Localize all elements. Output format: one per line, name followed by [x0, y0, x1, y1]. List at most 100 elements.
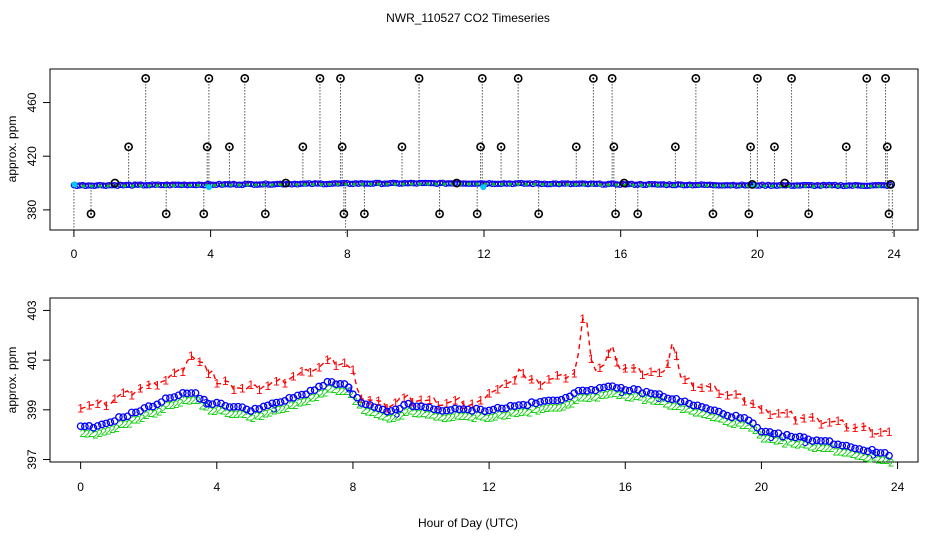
series-3-marker [859, 446, 868, 455]
spike-marker [611, 209, 620, 219]
series-3-marker [834, 440, 842, 449]
series-3-marker [553, 396, 562, 405]
series-3-marker [387, 407, 396, 415]
series-2-marker: 2 [548, 402, 554, 414]
spike-marker [571, 142, 581, 152]
series-3-marker [855, 445, 864, 453]
spike-marker-dot [751, 183, 754, 186]
series-3-marker [604, 382, 613, 391]
series-3-marker [383, 407, 391, 416]
spike-marker [770, 142, 779, 152]
spike-marker [884, 209, 894, 219]
series-2-marker: 2 [850, 449, 856, 461]
top-point-blue [605, 180, 612, 188]
top-point-green [672, 183, 676, 188]
top-x-tick-label: 8 [344, 247, 351, 261]
series-3-marker [166, 394, 174, 402]
top-point-blue [146, 181, 153, 189]
series-2-marker: 2 [114, 423, 120, 435]
series-1-marker: 1 [77, 402, 84, 416]
series-1-marker: 1 [205, 367, 212, 381]
top-point-blue [88, 182, 95, 189]
series-2-marker: 2 [773, 436, 779, 448]
spike-marker [588, 73, 598, 83]
top-point-blue [802, 181, 810, 189]
top-point-green [401, 182, 405, 186]
series-2-marker: 2 [650, 395, 656, 407]
series-3-marker [621, 386, 630, 394]
series-1-line [80, 317, 890, 435]
series-3-marker [89, 423, 98, 432]
series-2-marker: 2 [662, 399, 668, 411]
series-3-marker [680, 397, 689, 406]
series-3-marker [851, 444, 859, 453]
series-2-marker: 2 [382, 411, 388, 423]
series-2-marker: 2 [190, 395, 196, 407]
series-1-marker: 1 [333, 359, 340, 373]
top-point-green [656, 183, 660, 187]
spike-marker-dot [144, 77, 147, 80]
series-3-marker [612, 384, 621, 392]
series-3-marker [272, 398, 281, 407]
series-2-marker: 2 [390, 413, 396, 425]
series-2-marker: 2 [641, 395, 647, 407]
series-3-marker [357, 399, 366, 407]
series-3-marker [766, 428, 774, 436]
spike-marker-dot [476, 212, 479, 215]
series-3-marker [702, 404, 710, 412]
series-3-marker [625, 386, 634, 395]
series-3-marker [519, 400, 527, 409]
series-2-marker: 2 [80, 428, 86, 440]
spike-marker [496, 142, 506, 152]
series-2-marker: 2 [271, 405, 277, 417]
series-2-marker: 2 [177, 397, 183, 409]
series-2-marker: 2 [258, 411, 264, 423]
top-point-blue [579, 180, 586, 187]
top-y-tick-label: 420 [25, 146, 39, 166]
series-1-marker: 1 [443, 396, 450, 410]
spike-marker-dot [243, 77, 246, 80]
spike-marker-dot [845, 145, 848, 148]
series-3-marker [127, 408, 136, 417]
top-point-blue [581, 180, 589, 187]
top-point-green [213, 183, 217, 187]
series-1-marker: 1 [613, 356, 620, 370]
series-3-marker [493, 403, 502, 412]
series-3-marker [463, 405, 472, 414]
series-3-label: 3 [870, 448, 877, 462]
top-point-blue [163, 181, 171, 188]
series-3-marker [106, 418, 115, 427]
top-point-blue [637, 180, 644, 188]
series-1-marker: 1 [188, 349, 195, 363]
series-1-marker: 1 [213, 377, 220, 391]
series-1-marker: 1 [222, 374, 229, 388]
top-point-blue [448, 180, 455, 187]
top-point-green [828, 184, 832, 188]
top-point-blue [843, 182, 850, 189]
series-3-marker [719, 410, 727, 418]
series-2-marker: 2 [458, 411, 464, 423]
series-3-marker [332, 380, 340, 389]
series-3-marker [438, 407, 447, 415]
bottom-x-tick-label: 24 [891, 480, 905, 494]
top-point-green [229, 183, 233, 187]
spike-marker [746, 142, 755, 152]
series-2-marker: 2 [624, 392, 630, 404]
series-2-marker: 2 [203, 402, 209, 414]
top-point-green [549, 182, 553, 187]
series-3-marker [544, 396, 553, 405]
series-3-marker [412, 402, 421, 411]
spike-marker [298, 142, 308, 152]
series-3-marker [264, 401, 272, 410]
series-3-marker [659, 392, 668, 401]
series-3-label: 3 [802, 435, 809, 449]
series-2-marker: 2 [92, 430, 98, 442]
spike-marker-dot [363, 212, 366, 215]
series-2-marker: 2 [654, 396, 660, 408]
series-2-marker: 2 [552, 402, 558, 414]
series-2-marker: 2 [718, 414, 724, 426]
series-1-marker: 1 [707, 380, 714, 394]
series-1-marker: 1 [239, 382, 246, 396]
top-x-tick-label: 0 [71, 247, 78, 261]
series-3-marker [476, 405, 485, 414]
